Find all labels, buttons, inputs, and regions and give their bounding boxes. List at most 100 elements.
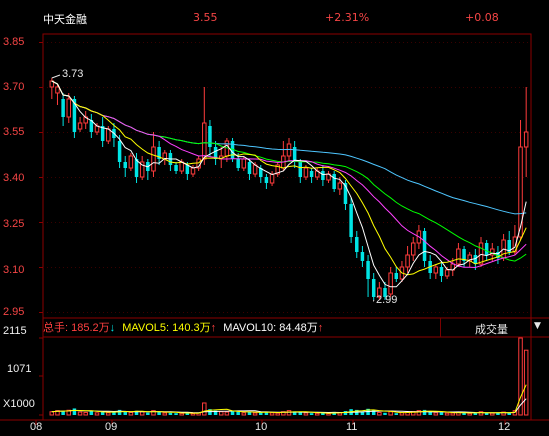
volume-bar [202,402,207,416]
down-arrow-icon: ↓ [109,322,116,334]
mavol5-line [51,384,527,414]
price-change: +0.08 [465,11,499,24]
volume-bar [490,412,495,416]
candle-body [134,159,139,177]
price-tick-label: 3.40 [3,172,25,184]
volume-bar [478,411,484,416]
volume-bar [89,410,94,415]
ma10-line [51,80,527,276]
candle-body [259,168,263,177]
volume-bar [157,412,161,415]
ma30-line [51,80,527,262]
candle-body [309,171,314,177]
candle-body [355,237,359,252]
candle-body [349,204,353,237]
volume-bar [428,411,432,415]
chevron-down-icon[interactable]: ▼ [534,321,541,331]
month-tick-label: 09 [105,421,118,433]
volume-bar [66,409,72,416]
volume-bar [224,411,230,416]
price-tick-label: 3.25 [3,218,25,230]
candle-body [484,243,489,255]
last-price: 3.55 [193,11,218,24]
volume-bar [484,412,489,415]
candle-body [117,141,122,162]
volume-bar [259,412,263,415]
volume-bar [360,411,365,415]
volume-bar [174,413,178,415]
price-tick-label: 3.85 [3,36,25,48]
volume-bar [230,410,235,415]
candle-body [473,255,478,264]
volume-tick-label: 2115 [3,325,27,337]
volume-bar [269,412,275,416]
volume-bar [151,410,156,416]
candle-body [337,182,343,190]
volume-bar [383,412,387,415]
volume-bar [473,412,478,415]
month-tick-label: 08 [30,421,43,433]
chart-frame [42,33,532,421]
candle-body [89,120,94,132]
volume-bar [72,408,77,415]
candle-body [377,287,382,298]
volume-bar [146,412,150,415]
volume-bar [523,349,529,416]
candle-body [174,165,178,171]
high-annotation: 3.73 [62,68,84,80]
candle-body [157,147,161,159]
volume-bar [213,410,218,415]
volume-bar [433,412,439,416]
volume-bar [416,410,422,416]
candle-body [275,164,280,175]
volume-bar [314,412,320,416]
high-marker [51,74,61,79]
volume-bar [247,411,252,415]
candle-body [72,99,77,132]
volume-bar [139,411,145,416]
candle-body [230,141,235,159]
candle-body [179,161,184,172]
volume-bar [83,411,88,416]
volume-bar [309,413,314,415]
candle-body [439,267,444,276]
volume-bar [450,412,456,416]
low-annotation: 2.99 [376,294,398,306]
volume-bar [292,411,297,415]
candle-body [185,165,190,174]
volume-bar [467,412,472,416]
candle-body [496,252,500,258]
volume-bar [218,411,224,416]
volume-bar [275,412,280,416]
change-percent: +2.31% [325,11,370,24]
candle-body [360,252,365,261]
indicator-selector[interactable]: 成交量 ▼ [440,318,548,337]
candle-body [123,162,127,168]
quote-header: 中天金融 3.55 +2.31% +0.08 [0,0,549,34]
volume-info-bar: 总手: 185.2万↓ MAVOL5: 140.3万↑ MAVOL10: 84.… [43,319,323,335]
volume-bar [298,412,303,415]
total-volume-label: 总手: 185.2万 [43,322,110,334]
candle-body [241,158,247,169]
candle-body [61,99,65,117]
candle-body [410,242,416,256]
volume-bar [303,412,309,416]
volume-bar [252,412,258,416]
volume-bar [185,412,190,415]
volume-bar [190,413,196,416]
candle-body [298,162,303,177]
up-arrow-icon: ↑ [210,322,217,334]
volume-bar [112,412,116,415]
candle-body [247,162,252,174]
volume-bar [55,410,60,416]
ma20-line [51,80,527,269]
candle-body [371,279,376,297]
volume-bar [77,411,83,416]
volume-bar [518,337,523,416]
candle-body [151,146,156,172]
candle-body [55,86,60,94]
volume-tick-label: 1071 [7,363,32,375]
mavol10-label: MAVOL10: 84.48万 [223,322,318,334]
volume-bar [286,410,292,416]
